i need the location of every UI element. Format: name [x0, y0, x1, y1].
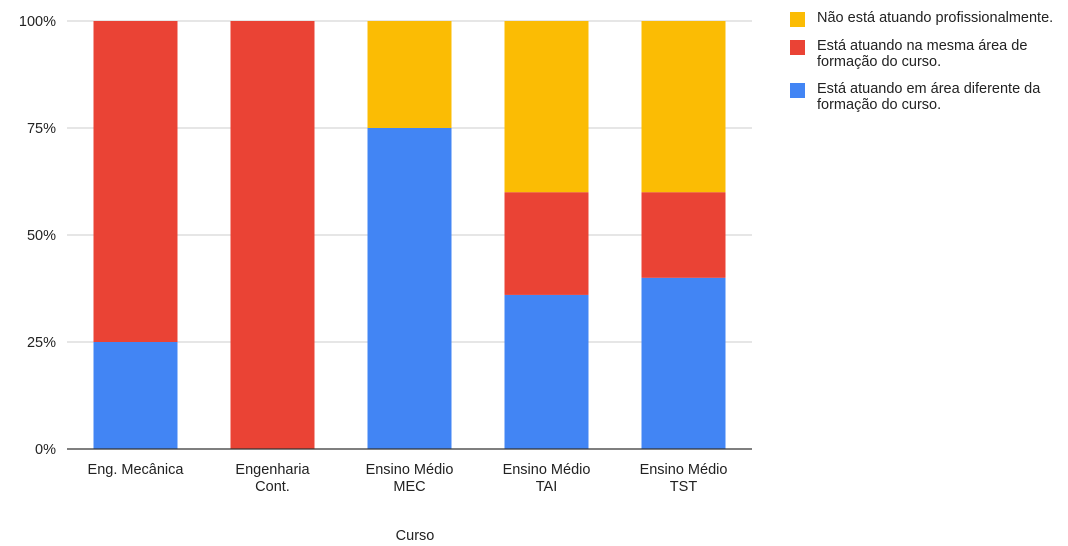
- x-tick-label-line: Ensino Médio: [640, 462, 728, 478]
- y-tick-label: 100%: [19, 14, 56, 30]
- y-tick-label: 25%: [27, 335, 56, 351]
- x-tick-label-line: Eng. Mecânica: [88, 462, 185, 478]
- bar-segment: [641, 277, 726, 449]
- x-tick-label-line: Ensino Médio: [503, 462, 591, 478]
- bar-segment: [504, 21, 589, 193]
- bar-segment: [230, 21, 315, 449]
- x-tick-label: Ensino Médio MEC: [366, 462, 454, 495]
- legend-item-different-area[interactable]: Está atuando em área diferente da formaç…: [790, 81, 1060, 113]
- bar-segment: [504, 192, 589, 295]
- x-tick-label: Ensino Médio TST: [640, 462, 728, 495]
- legend-swatch-red: [790, 40, 805, 55]
- bar-segment: [641, 192, 726, 278]
- x-tick-label-line: Cont.: [255, 479, 290, 495]
- x-tick-label-line: TAI: [536, 479, 557, 495]
- legend-label: Está atuando em área diferente da formaç…: [817, 81, 1041, 113]
- x-tick-label-line: TST: [670, 479, 698, 495]
- x-tick-label-line: Ensino Médio: [366, 462, 454, 478]
- x-tick-label: Engenharia Cont.: [235, 462, 310, 495]
- y-tick-label: 0%: [35, 442, 56, 458]
- bar-segment: [93, 342, 178, 449]
- x-tick-label-line: Engenharia: [235, 462, 310, 478]
- x-tick-label: Eng. Mecânica: [88, 462, 185, 478]
- legend-swatch-blue: [790, 83, 805, 98]
- x-tick-label-line: MEC: [393, 479, 425, 495]
- x-axis-title: Curso: [395, 528, 435, 544]
- legend-swatch-yellow: [790, 12, 805, 27]
- chart-legend: Não está atuando profissionalmente. Está…: [790, 10, 1060, 124]
- x-tick-label: Ensino Médio TAI: [503, 462, 591, 495]
- legend-label: Está atuando na mesma área de formação d…: [817, 38, 1028, 70]
- bar-segment: [367, 128, 452, 449]
- bar-segment: [367, 21, 452, 128]
- bar-segment: [93, 21, 178, 342]
- y-tick-label: 75%: [27, 121, 56, 137]
- legend-label: Não está atuando profissionalmente.: [817, 10, 1054, 26]
- legend-item-not-working[interactable]: Não está atuando profissionalmente.: [790, 10, 1060, 27]
- legend-item-same-area[interactable]: Está atuando na mesma área de formação d…: [790, 38, 1060, 70]
- bar-segment: [504, 294, 589, 449]
- y-tick-label: 50%: [27, 228, 56, 244]
- bar-segment: [641, 21, 726, 193]
